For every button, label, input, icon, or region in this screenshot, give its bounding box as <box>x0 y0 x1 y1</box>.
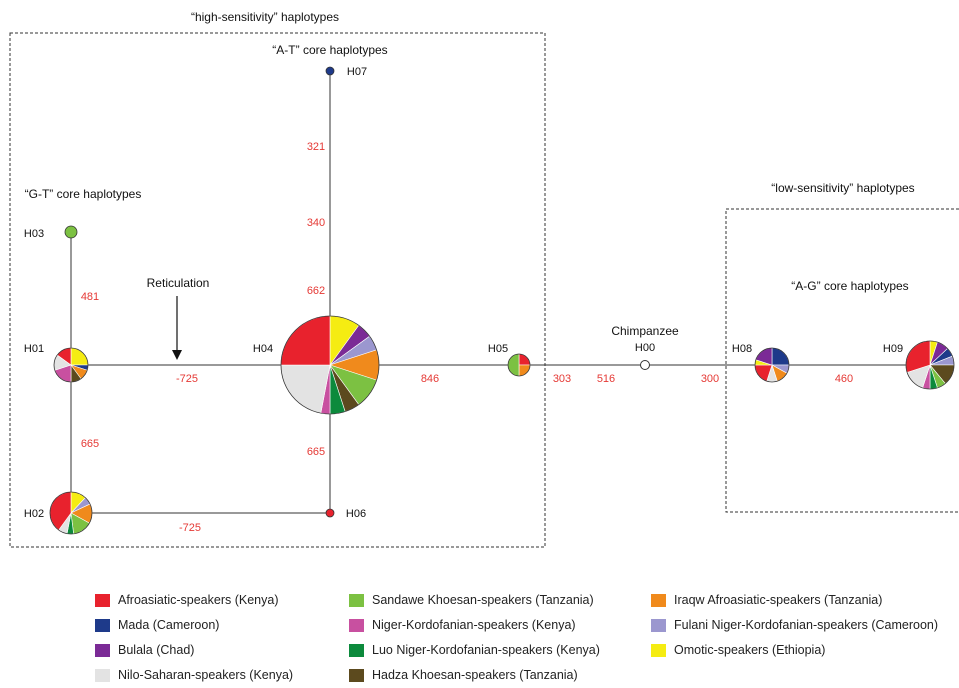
node-label-h07: H07 <box>347 66 367 78</box>
legend-item-iraqw: Iraqw Afroasiatic-speakers (Tanzania) <box>651 591 882 609</box>
legend-item-sandawe: Sandawe Khoesan-speakers (Tanzania) <box>349 591 594 609</box>
node-label-h04: H04 <box>253 343 273 355</box>
node-h08 <box>754 347 790 383</box>
legend-label: Fulani Niger-Kordofanian-speakers (Camer… <box>674 618 939 632</box>
legend-label: Hadza Khoesan-speakers (Tanzania) <box>372 668 578 682</box>
node-outline <box>49 491 93 535</box>
edge-label-321: 321 <box>307 141 325 153</box>
edge-label-665-right: 665 <box>307 446 325 458</box>
legend-swatch <box>651 643 666 657</box>
node-label-h08: H08 <box>732 343 752 355</box>
edge-label-516: 516 <box>597 373 615 385</box>
edge-label-481: 481 <box>81 291 99 303</box>
node-label-h05: H05 <box>488 343 508 355</box>
pie-slice-mada <box>325 66 335 76</box>
legend-label: Mada (Cameroon) <box>118 618 220 632</box>
edge-label-303: 303 <box>553 373 571 385</box>
low-sensitivity-title: “low-sensitivity” haplotypes <box>771 181 914 195</box>
edge-label-300: 300 <box>701 373 719 385</box>
node-label-h03: H03 <box>24 228 44 240</box>
node-label-h06: H06 <box>346 508 366 520</box>
node-label-h09: H09 <box>883 343 903 355</box>
legend-label: Niger-Kordofanian-speakers (Kenya) <box>372 618 576 632</box>
chimpanzee-label: Chimpanzee <box>611 324 679 338</box>
reticulation-label: Reticulation <box>147 276 210 290</box>
legend-item-mada: Mada (Cameroon) <box>95 616 219 634</box>
legend-label: Iraqw Afroasiatic-speakers (Tanzania) <box>674 593 883 607</box>
legend-swatch <box>349 593 364 607</box>
legend-swatch <box>651 618 666 632</box>
high-sensitivity-box <box>9 32 546 548</box>
node-outline <box>507 353 531 377</box>
node-h03 <box>64 225 78 239</box>
haplotype-network: “high-sensitivity” haplotypes “low-sensi… <box>9 10 959 548</box>
edge-label-340: 340 <box>307 217 325 229</box>
legend-item-omotic: Omotic-speakers (Ethiopia) <box>651 641 825 659</box>
edge-label-665-left: 665 <box>81 438 99 450</box>
low-sensitivity-box <box>725 208 959 513</box>
edge-label-725-top: -725 <box>176 373 198 385</box>
reticulation-arrow <box>172 296 182 360</box>
at-core-title: “A-T” core haplotypes <box>272 43 387 57</box>
legend-swatch <box>651 593 666 607</box>
pie-slice-afroasiatic <box>280 315 331 366</box>
legend-item-nilo-saharan: Nilo-Saharan-speakers (Kenya) <box>95 666 293 684</box>
legend-swatch <box>349 668 364 682</box>
legend-swatch <box>95 618 110 632</box>
legend-swatch <box>349 618 364 632</box>
legend-swatch <box>95 643 110 657</box>
node-h00 <box>640 360 650 370</box>
pie-slice-afroasiatic <box>325 508 335 518</box>
gt-core-title: “G-T” core haplotypes <box>25 187 142 201</box>
haplotype-nodes <box>49 66 955 535</box>
edge-label-460: 460 <box>835 373 853 385</box>
edge-label-662: 662 <box>307 285 325 297</box>
ag-core-title: “A-G” core haplotypes <box>791 279 908 293</box>
legend-swatch <box>349 643 364 657</box>
legend-item-bulala: Bulala (Chad) <box>95 641 194 659</box>
high-sensitivity-title: “high-sensitivity” haplotypes <box>191 10 339 24</box>
legend-item-niger-kordofanian: Niger-Kordofanian-speakers (Kenya) <box>349 616 576 634</box>
legend-item-afroasiatic: Afroasiatic-speakers (Kenya) <box>95 591 278 609</box>
node-outline <box>754 347 790 383</box>
node-h04 <box>280 315 380 415</box>
legend-label: Nilo-Saharan-speakers (Kenya) <box>118 668 294 682</box>
node-h06 <box>325 508 335 518</box>
edge-labels: 481 665 -725 -725 321 340 662 665 846 30… <box>81 141 853 534</box>
edge-label-725-bottom: -725 <box>179 522 201 534</box>
legend-item-fulani: Fulani Niger-Kordofanian-speakers (Camer… <box>651 616 938 634</box>
legend-swatch <box>95 668 110 682</box>
legend-label: Sandawe Khoesan-speakers (Tanzania) <box>372 593 594 607</box>
legend-label: Bulala (Chad) <box>118 643 195 657</box>
node-outline <box>53 347 89 383</box>
node-outline <box>905 340 955 390</box>
legend-swatch <box>95 593 110 607</box>
node-label-h02: H02 <box>24 508 44 520</box>
node-h05 <box>507 353 531 377</box>
legend-label: Omotic-speakers (Ethiopia) <box>674 643 826 657</box>
node-outline <box>280 315 380 415</box>
node-h09 <box>905 340 955 390</box>
node-h02 <box>49 491 93 535</box>
legend: Afroasiatic-speakers (Kenya) Mada (Camer… <box>0 585 959 688</box>
pie-slice-sandawe <box>507 353 520 377</box>
node-h01 <box>53 347 89 383</box>
node-circle <box>640 360 650 370</box>
node-h07 <box>325 66 335 76</box>
node-label-h01: H01 <box>24 343 44 355</box>
legend-item-hadza: Hadza Khoesan-speakers (Tanzania) <box>349 666 578 684</box>
legend-label: Luo Niger-Kordofanian-speakers (Kenya) <box>372 643 600 657</box>
legend-item-luo: Luo Niger-Kordofanian-speakers (Kenya) <box>349 641 600 659</box>
legend-label: Afroasiatic-speakers (Kenya) <box>118 593 279 607</box>
node-labels: H00 H01 H02 H03 H04 H05 H06 H07 H08 H09 <box>24 66 903 520</box>
pie-slice-sandawe <box>64 225 78 239</box>
node-label-h00: H00 <box>635 342 655 354</box>
edge-label-846: 846 <box>421 373 439 385</box>
